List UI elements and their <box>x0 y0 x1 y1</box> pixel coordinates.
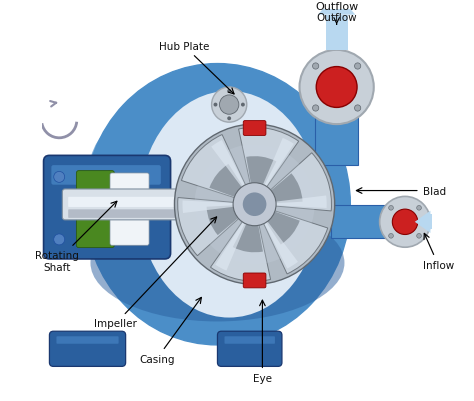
Circle shape <box>312 105 319 112</box>
FancyBboxPatch shape <box>326 16 347 51</box>
Wedge shape <box>210 205 271 282</box>
Circle shape <box>174 125 335 285</box>
Ellipse shape <box>139 92 319 318</box>
Wedge shape <box>246 157 276 205</box>
Circle shape <box>213 103 218 107</box>
Circle shape <box>54 234 64 245</box>
FancyBboxPatch shape <box>218 331 282 367</box>
Wedge shape <box>233 205 263 253</box>
Wedge shape <box>255 196 327 209</box>
Circle shape <box>355 64 361 70</box>
FancyBboxPatch shape <box>430 215 458 230</box>
Circle shape <box>300 51 374 125</box>
FancyBboxPatch shape <box>225 336 275 344</box>
Polygon shape <box>415 211 430 233</box>
Text: Hub Plate: Hub Plate <box>159 42 234 95</box>
Circle shape <box>227 90 231 93</box>
Wedge shape <box>255 205 298 269</box>
Circle shape <box>380 197 430 247</box>
Circle shape <box>417 206 421 211</box>
Circle shape <box>219 96 239 115</box>
FancyBboxPatch shape <box>76 171 114 248</box>
Circle shape <box>389 234 393 239</box>
FancyBboxPatch shape <box>243 121 266 136</box>
FancyBboxPatch shape <box>110 174 149 246</box>
FancyBboxPatch shape <box>68 210 273 219</box>
Wedge shape <box>211 141 255 205</box>
Circle shape <box>54 172 64 183</box>
Circle shape <box>316 67 357 108</box>
Circle shape <box>389 206 393 211</box>
Circle shape <box>194 145 315 265</box>
FancyBboxPatch shape <box>62 190 279 220</box>
FancyBboxPatch shape <box>331 206 405 239</box>
Wedge shape <box>207 205 255 235</box>
Wedge shape <box>255 205 300 245</box>
Wedge shape <box>255 154 331 211</box>
Text: Eye: Eye <box>253 300 272 383</box>
Text: Outflow: Outflow <box>316 12 357 25</box>
Circle shape <box>233 183 276 226</box>
Ellipse shape <box>84 65 350 345</box>
Circle shape <box>241 103 245 107</box>
Circle shape <box>312 64 319 70</box>
FancyBboxPatch shape <box>49 331 126 367</box>
Text: Impeller: Impeller <box>94 217 217 328</box>
FancyBboxPatch shape <box>243 273 266 288</box>
FancyBboxPatch shape <box>315 88 358 166</box>
Wedge shape <box>182 135 255 205</box>
Text: Inflow: Inflow <box>423 234 454 270</box>
Text: Rotating
Shaft: Rotating Shaft <box>35 202 117 272</box>
Text: Casing: Casing <box>139 298 201 364</box>
Circle shape <box>227 117 231 121</box>
Wedge shape <box>215 205 255 271</box>
Wedge shape <box>182 201 255 213</box>
Circle shape <box>392 210 418 235</box>
FancyBboxPatch shape <box>44 156 171 259</box>
Wedge shape <box>238 128 299 205</box>
Wedge shape <box>210 164 255 205</box>
Text: Outflow: Outflow <box>315 2 358 12</box>
Polygon shape <box>318 0 356 16</box>
FancyBboxPatch shape <box>68 197 273 207</box>
Wedge shape <box>255 205 328 274</box>
Ellipse shape <box>91 205 345 322</box>
Circle shape <box>355 105 361 112</box>
FancyBboxPatch shape <box>51 166 161 185</box>
Circle shape <box>211 88 247 123</box>
Circle shape <box>417 234 421 239</box>
Ellipse shape <box>89 92 323 255</box>
Wedge shape <box>255 174 302 205</box>
Text: Blad: Blad <box>356 186 446 196</box>
Wedge shape <box>178 198 255 256</box>
Circle shape <box>243 193 266 217</box>
Wedge shape <box>255 138 294 205</box>
FancyBboxPatch shape <box>56 336 118 344</box>
